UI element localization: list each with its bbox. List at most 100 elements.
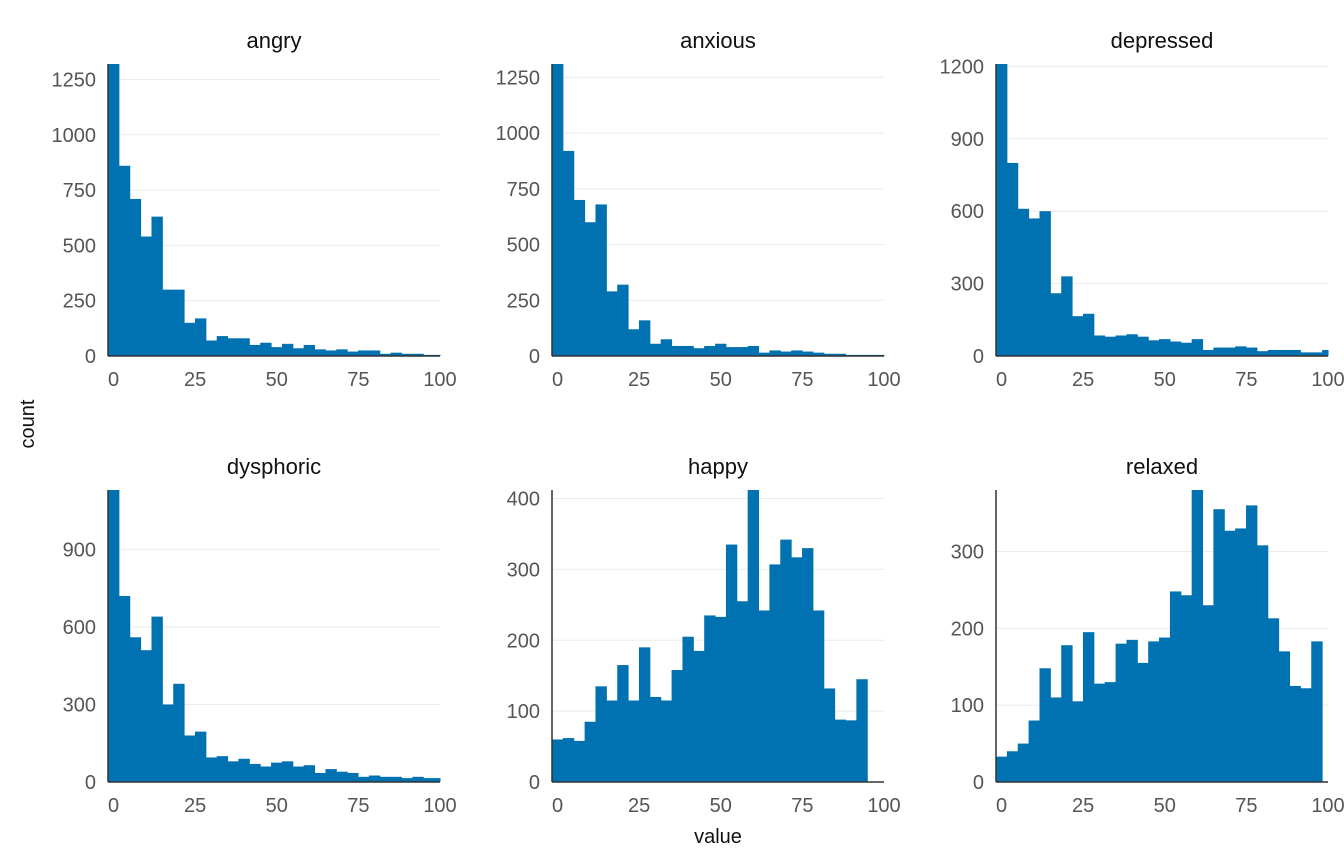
histogram-bar [1006,751,1019,782]
histogram-bar [996,756,1008,782]
histogram-bar [562,150,575,356]
y-tick-label: 750 [507,179,540,201]
histogram-bar [1126,334,1138,356]
y-tick-label: 1200 [940,56,985,78]
histogram-bar [671,345,683,356]
histogram-bar [682,636,694,782]
histogram-bar [118,595,131,782]
histogram-bar [368,775,381,782]
histogram-bar [325,350,337,356]
y-tick-label: 0 [529,346,540,368]
histogram-bar [1278,651,1291,782]
x-tick-label: 25 [184,795,206,817]
histogram-bar [747,345,760,356]
y-tick-label: 250 [507,290,540,312]
histogram-bar [1061,276,1073,356]
histogram-bar [194,731,207,782]
histogram-bar [1267,618,1280,782]
x-tick-label: 25 [1072,795,1094,817]
histogram-bar [758,352,770,356]
histogram-bar [1050,293,1062,356]
histogram-bar [1191,490,1204,782]
histogram-bar [812,352,825,356]
histogram-bar [1224,530,1236,782]
histogram-bar [1311,352,1323,356]
histogram-bar [336,771,348,782]
histogram-bar [1104,336,1117,356]
y-tick-label: 0 [85,772,96,794]
histogram-bar [390,776,403,782]
histogram-bar [638,647,651,782]
histogram-bar [1159,637,1171,782]
histogram-bar [1028,218,1040,356]
histogram-bar [401,778,413,782]
histogram-bar [747,490,760,782]
y-tick-label: 250 [63,291,96,313]
histogram-bar [1126,639,1138,782]
x-tick-label: 25 [628,369,650,391]
histogram-bar [660,700,673,782]
histogram-bar [325,769,337,782]
y-tick-label: 600 [63,617,96,639]
histogram-bar [162,704,174,782]
histogram-bar [758,610,770,782]
histogram-bar [812,610,825,782]
x-tick-label: 0 [108,795,119,817]
histogram-bar [412,353,424,356]
y-tick-label: 300 [951,541,984,563]
y-tick-label: 900 [63,539,96,561]
histogram-bar [140,236,152,356]
histogram-bar [271,347,283,356]
x-tick-label: 0 [552,795,563,817]
panel-dysphoric: 0 300 600 900 0 25 50 75 100 dysphoric [63,454,457,817]
histogram-bar [704,345,716,356]
histogram-bar [606,291,618,356]
x-tick-label: 50 [710,795,732,817]
y-tick-label: 500 [507,235,540,257]
x-tick-label: 25 [184,369,206,391]
histogram-bar [129,198,142,356]
y-tick-label: 600 [951,201,984,223]
histogram-bar [638,320,651,356]
y-tick-label: 300 [507,559,540,581]
x-tick-label: 100 [867,369,900,391]
histogram-bar [1039,211,1051,356]
histogram-bar [791,350,803,356]
histogram-bar [314,349,326,356]
histogram-bar [595,204,607,356]
x-tick-label: 75 [347,369,369,391]
x-tick-label: 50 [1154,369,1176,391]
x-tick-label: 50 [710,369,732,391]
histogram-bar [151,616,163,782]
histogram-bar [271,762,283,782]
histogram-bar [1072,316,1084,356]
x-tick-label: 100 [867,795,900,817]
x-tick-label: 75 [791,369,813,391]
histogram-bar [1169,591,1182,782]
histogram-bar [423,778,435,782]
x-tick-label: 100 [1311,369,1344,391]
x-tick-label: 100 [423,369,456,391]
y-tick-label: 0 [529,772,540,794]
histogram-bar [379,353,392,356]
bars [996,64,1329,356]
y-tick-label: 1250 [496,67,541,89]
histogram-bar [227,761,239,782]
x-tick-label: 75 [791,795,813,817]
histogram-bar [358,350,370,356]
histogram-bar [314,772,326,782]
histogram-bar [1137,336,1149,356]
panel-title: depressed [1111,28,1214,53]
histogram-bar [205,340,218,356]
histogram-bar [434,778,441,782]
histogram-bar [1169,341,1182,356]
histogram-bar [606,700,618,782]
histogram-bar [1202,349,1214,356]
histogram-bar [769,350,781,356]
histogram-bar [628,700,640,782]
histogram-bar [1017,208,1030,356]
histogram-bar [649,696,662,782]
histogram-bar [292,766,305,782]
histogram-bar [802,548,814,782]
